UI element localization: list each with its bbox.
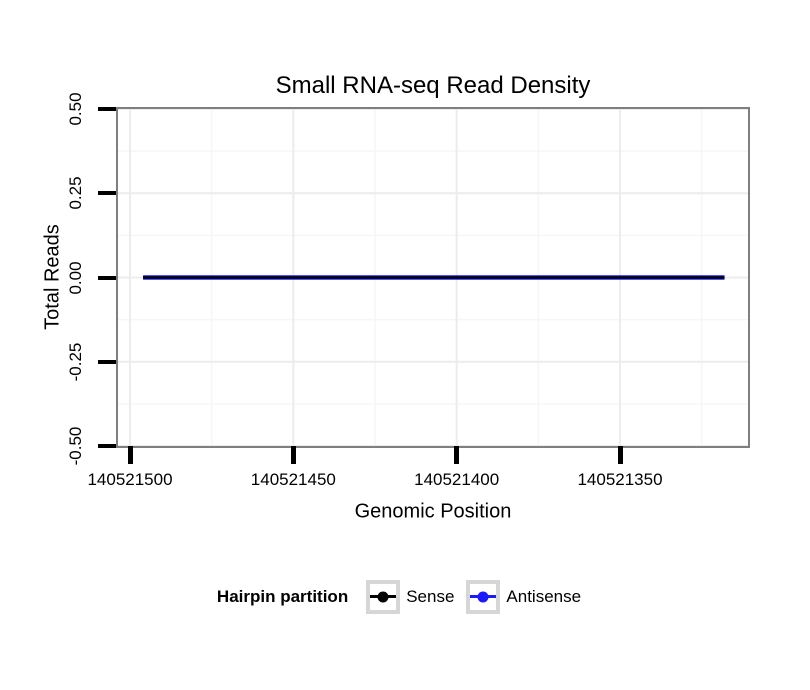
x-tick-label: 140521350 xyxy=(577,470,663,489)
x-axis-title: Genomic Position xyxy=(354,500,512,523)
legend-key-sense xyxy=(366,579,401,614)
y-tick-label: -0.50 xyxy=(66,426,85,466)
y-tick-label: 0.00 xyxy=(66,260,85,295)
antisense-point-icon xyxy=(477,591,489,602)
x-tick-label: 140521400 xyxy=(414,470,500,489)
x-tick-label: 140521500 xyxy=(87,470,173,489)
x-tick xyxy=(127,446,133,464)
legend-key-antisense xyxy=(466,579,501,614)
x-tick xyxy=(290,446,296,464)
legend-label-antisense: Antisense xyxy=(506,586,582,606)
plot-area xyxy=(118,109,748,446)
x-tick xyxy=(454,446,460,464)
x-tick-label: 140521450 xyxy=(250,470,336,489)
legend-title: Hairpin partition xyxy=(216,586,349,606)
y-tick xyxy=(98,359,116,364)
y-axis-title: Total Reads xyxy=(41,224,64,330)
legend-label-sense: Sense xyxy=(406,586,455,606)
y-tick-label: 0.50 xyxy=(66,92,85,126)
y-tick-label: -0.25 xyxy=(66,342,85,382)
y-tick xyxy=(98,107,116,111)
x-tick xyxy=(617,446,623,464)
y-tick xyxy=(98,191,116,196)
chart-title: Small RNA-seq Read Density xyxy=(275,72,591,99)
sense-point-icon xyxy=(377,591,389,602)
y-tick-label: 0.25 xyxy=(66,176,85,210)
y-tick xyxy=(98,275,116,280)
legend: Hairpin partition Sense Antisense xyxy=(0,578,810,615)
y-tick xyxy=(98,444,116,448)
